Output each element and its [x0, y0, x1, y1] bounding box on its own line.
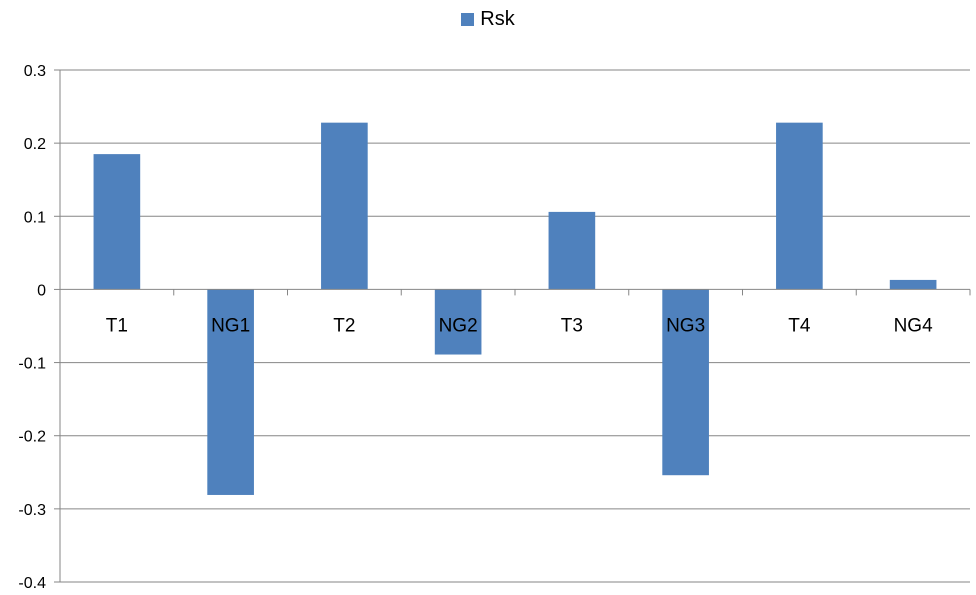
legend-label: Rsk: [480, 8, 515, 30]
y-tick-label: 0.2: [24, 136, 46, 153]
y-tick-label: 0: [37, 282, 46, 299]
x-tick-label: T2: [333, 315, 355, 336]
legend-swatch: [461, 13, 475, 26]
x-tick-label: NG4: [894, 315, 934, 336]
bar-t4: [776, 122, 823, 290]
x-tick-label: T1: [106, 315, 128, 336]
bar-ng4: [889, 279, 937, 290]
legend: Rsk: [0, 8, 976, 31]
y-tick-label: 0.3: [24, 63, 46, 80]
y-tick-label: -0.3: [18, 502, 46, 519]
bar-t1: [93, 154, 141, 290]
bar-ng2: [434, 289, 482, 355]
bar-t2: [321, 122, 368, 290]
bar-t3: [548, 211, 596, 290]
x-tick-label: NG2: [439, 315, 478, 336]
y-tick-label: 0.1: [24, 209, 46, 226]
x-tick-label: NG1: [211, 315, 250, 336]
x-tick-label: NG3: [666, 315, 705, 336]
y-tick-label: -0.2: [18, 429, 46, 446]
x-tick-label: T3: [561, 315, 583, 336]
bar-ng3: [662, 289, 709, 476]
x-tick-label: T4: [788, 315, 811, 336]
y-tick-label: -0.4: [18, 575, 46, 590]
bar-ng1: [207, 289, 254, 495]
y-tick-label: -0.1: [18, 356, 46, 373]
